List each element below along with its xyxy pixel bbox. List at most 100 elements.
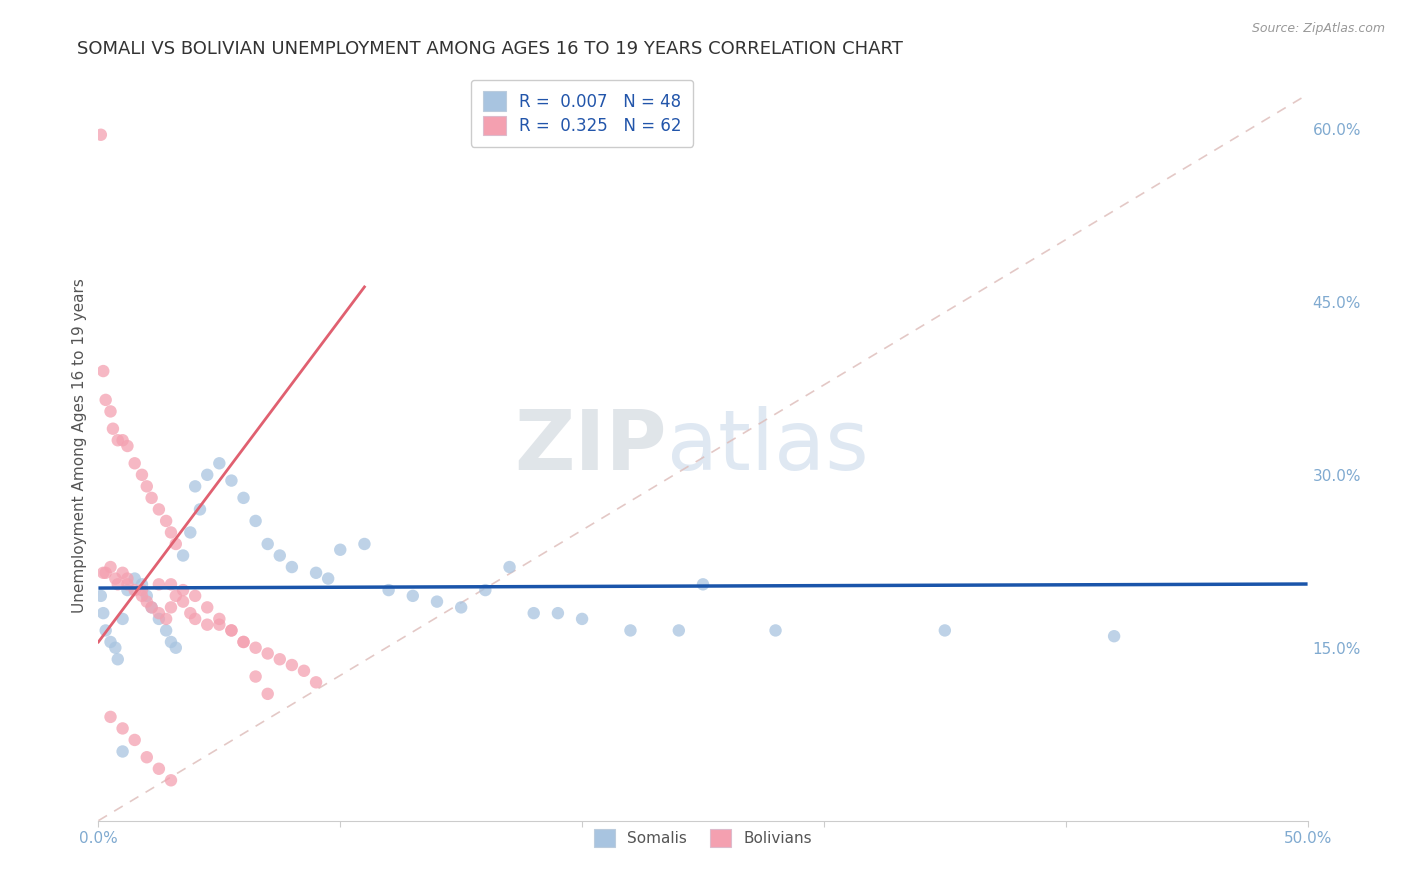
Point xyxy=(111,612,134,626)
Point xyxy=(117,583,139,598)
Point xyxy=(100,635,122,649)
Point xyxy=(184,479,207,493)
Point xyxy=(148,502,170,516)
Text: atlas: atlas xyxy=(666,406,869,486)
Point xyxy=(131,583,153,598)
Point xyxy=(450,600,472,615)
Point xyxy=(148,577,170,591)
Point xyxy=(100,404,122,418)
Point xyxy=(377,583,399,598)
Point xyxy=(160,577,183,591)
Text: ZIP: ZIP xyxy=(515,406,666,486)
Point xyxy=(208,617,231,632)
Point xyxy=(124,456,146,470)
Point xyxy=(165,589,187,603)
Point xyxy=(245,514,267,528)
Point xyxy=(1102,629,1125,643)
Point xyxy=(160,600,183,615)
Point xyxy=(107,434,129,448)
Point xyxy=(155,612,177,626)
Point xyxy=(184,612,207,626)
Point xyxy=(124,583,146,598)
Point xyxy=(155,624,177,638)
Point xyxy=(221,624,243,638)
Y-axis label: Unemployment Among Ages 16 to 19 years: Unemployment Among Ages 16 to 19 years xyxy=(72,278,87,614)
Point xyxy=(305,675,328,690)
Point xyxy=(141,600,163,615)
Point xyxy=(256,537,278,551)
Point xyxy=(107,652,129,666)
Point xyxy=(188,502,211,516)
Point xyxy=(316,572,339,586)
Point xyxy=(135,589,157,603)
Point xyxy=(160,525,183,540)
Point xyxy=(232,635,254,649)
Point xyxy=(94,566,117,580)
Point xyxy=(90,128,112,142)
Point xyxy=(165,537,187,551)
Point xyxy=(94,392,117,407)
Point xyxy=(160,635,183,649)
Point xyxy=(117,577,139,591)
Point xyxy=(547,606,569,620)
Point xyxy=(184,589,207,603)
Point xyxy=(208,612,231,626)
Point xyxy=(148,762,170,776)
Point xyxy=(474,583,496,598)
Text: Source: ZipAtlas.com: Source: ZipAtlas.com xyxy=(1251,22,1385,36)
Point xyxy=(256,687,278,701)
Point xyxy=(172,549,194,563)
Point xyxy=(195,467,218,482)
Point xyxy=(523,606,546,620)
Point xyxy=(221,474,243,488)
Point xyxy=(765,624,787,638)
Point xyxy=(141,491,163,505)
Point xyxy=(131,589,153,603)
Point xyxy=(305,566,328,580)
Point xyxy=(111,566,134,580)
Point xyxy=(245,640,267,655)
Point xyxy=(208,456,231,470)
Point xyxy=(100,560,122,574)
Point xyxy=(179,525,201,540)
Point xyxy=(426,594,449,608)
Point xyxy=(107,577,129,591)
Point xyxy=(141,600,163,615)
Point xyxy=(692,577,714,591)
Point xyxy=(101,422,124,436)
Point xyxy=(117,572,139,586)
Point xyxy=(124,572,146,586)
Point xyxy=(117,439,139,453)
Point xyxy=(195,600,218,615)
Point xyxy=(160,773,183,788)
Point xyxy=(179,606,201,620)
Point xyxy=(131,467,153,482)
Point xyxy=(232,635,254,649)
Point xyxy=(269,652,291,666)
Point xyxy=(934,624,956,638)
Point xyxy=(131,577,153,591)
Point xyxy=(269,549,291,563)
Point xyxy=(90,589,112,603)
Point xyxy=(111,434,134,448)
Point xyxy=(571,612,593,626)
Point xyxy=(281,560,304,574)
Point xyxy=(245,669,267,683)
Point xyxy=(165,640,187,655)
Point xyxy=(91,364,114,378)
Point xyxy=(135,479,157,493)
Point xyxy=(124,733,146,747)
Text: SOMALI VS BOLIVIAN UNEMPLOYMENT AMONG AGES 16 TO 19 YEARS CORRELATION CHART: SOMALI VS BOLIVIAN UNEMPLOYMENT AMONG AG… xyxy=(77,40,903,58)
Point xyxy=(329,542,352,557)
Point xyxy=(221,624,243,638)
Point xyxy=(135,594,157,608)
Point xyxy=(104,572,127,586)
Point xyxy=(111,722,134,736)
Point xyxy=(498,560,520,574)
Point xyxy=(172,594,194,608)
Point xyxy=(195,617,218,632)
Point xyxy=(100,710,122,724)
Point xyxy=(402,589,425,603)
Point xyxy=(104,640,127,655)
Point xyxy=(148,612,170,626)
